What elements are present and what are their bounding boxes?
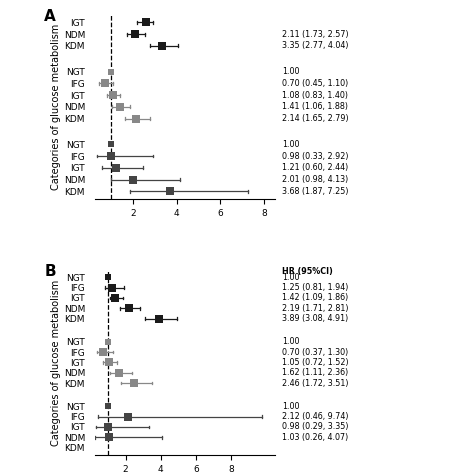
- Text: 2.14 (1.65, 2.79): 2.14 (1.65, 2.79): [282, 114, 349, 123]
- Text: 1.08 (0.83, 1.40): 1.08 (0.83, 1.40): [282, 91, 348, 100]
- Text: 0.70 (0.37, 1.30): 0.70 (0.37, 1.30): [282, 347, 348, 356]
- Text: 3.89 (3.08, 4.91): 3.89 (3.08, 4.91): [282, 314, 348, 323]
- Text: 3.35 (2.77, 4.04): 3.35 (2.77, 4.04): [282, 41, 348, 50]
- Text: 2.46 (1.72, 3.51): 2.46 (1.72, 3.51): [282, 379, 348, 388]
- Text: 1.41 (1.06, 1.88): 1.41 (1.06, 1.88): [282, 102, 348, 111]
- Text: 3.68 (1.87, 7.25): 3.68 (1.87, 7.25): [282, 187, 348, 196]
- Text: 0.98 (0.33, 2.92): 0.98 (0.33, 2.92): [282, 152, 348, 161]
- Text: A: A: [45, 9, 56, 24]
- Text: 1.05 (0.72, 1.52): 1.05 (0.72, 1.52): [282, 358, 349, 367]
- Text: 0.98 (0.29, 3.35): 0.98 (0.29, 3.35): [282, 422, 348, 431]
- Text: 1.42 (1.09, 1.86): 1.42 (1.09, 1.86): [282, 293, 348, 302]
- Text: 1.62 (1.11, 2.36): 1.62 (1.11, 2.36): [282, 368, 348, 377]
- Text: HR (95%CI): HR (95%CI): [282, 267, 333, 276]
- Text: 1.00: 1.00: [282, 273, 300, 282]
- Y-axis label: Categories of glucose metabolism: Categories of glucose metabolism: [51, 279, 61, 446]
- Text: 1.00: 1.00: [282, 337, 300, 346]
- Text: 2.11 (1.73, 2.57): 2.11 (1.73, 2.57): [282, 30, 349, 39]
- Text: 2.01 (0.98, 4.13): 2.01 (0.98, 4.13): [282, 175, 348, 184]
- Text: 0.70 (0.45, 1.10): 0.70 (0.45, 1.10): [282, 79, 348, 88]
- Text: 1.03 (0.26, 4.07): 1.03 (0.26, 4.07): [282, 433, 348, 442]
- Text: 2.19 (1.71, 2.81): 2.19 (1.71, 2.81): [282, 304, 348, 313]
- Text: 1.00: 1.00: [282, 401, 300, 410]
- Text: B: B: [45, 264, 56, 279]
- Text: 2.12 (0.46, 9.74): 2.12 (0.46, 9.74): [282, 412, 348, 421]
- Text: 1.25 (0.81, 1.94): 1.25 (0.81, 1.94): [282, 283, 348, 292]
- Text: 1.00: 1.00: [282, 67, 300, 76]
- Y-axis label: Categories of glucose metabolism: Categories of glucose metabolism: [51, 24, 61, 190]
- Text: 1.21 (0.60, 2.44): 1.21 (0.60, 2.44): [282, 163, 348, 172]
- Text: 1.00: 1.00: [282, 140, 300, 149]
